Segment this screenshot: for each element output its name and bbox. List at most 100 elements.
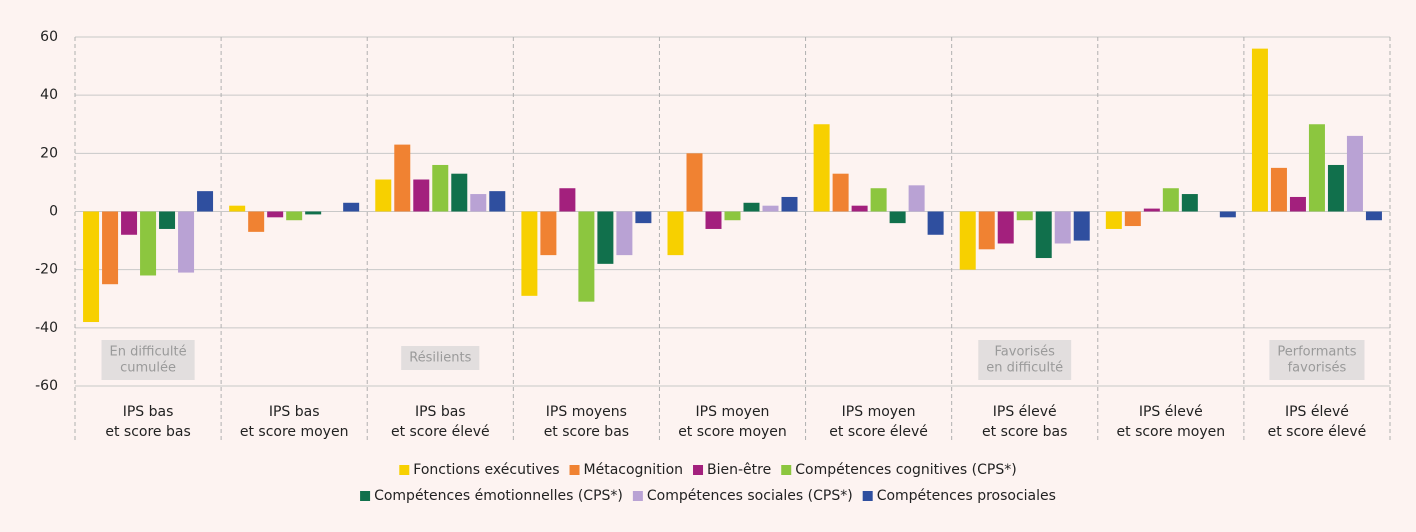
legend-label: Fonctions exécutives: [413, 462, 559, 478]
bar: [1308, 124, 1325, 212]
bar: [375, 179, 392, 212]
x-tick-label: et score élevé: [829, 424, 928, 440]
bar: [121, 211, 138, 235]
bar: [1073, 211, 1090, 241]
x-tick-label: IPS élevé: [1139, 404, 1203, 420]
legend-row: Fonctions exécutives Métacognition Bien-êt…: [399, 462, 1017, 478]
x-tick-label: IPS moyen: [842, 404, 916, 420]
bar: [1124, 211, 1141, 227]
y-tick-label: 40: [40, 87, 58, 103]
bar: [616, 211, 633, 256]
bar: [451, 173, 468, 212]
x-tick-label: et score bas: [982, 424, 1067, 440]
x-tick-label: IPS élevé: [993, 404, 1057, 420]
bar: [908, 185, 925, 212]
bar: [1289, 196, 1306, 212]
bar: [1035, 211, 1052, 259]
y-tick-label: -60: [35, 378, 58, 394]
bar: [743, 202, 760, 212]
bar: [229, 205, 246, 212]
bar: [1054, 211, 1071, 244]
bar: [83, 211, 100, 323]
x-tick-label: et score élevé: [391, 424, 490, 440]
bar: [959, 211, 976, 270]
group-label-box: [978, 340, 1072, 380]
bar: [997, 211, 1014, 244]
legend-label: Compétences cognitives (CPS*): [795, 462, 1016, 478]
legend-label: Bien-être: [707, 462, 771, 478]
y-tick-label: 20: [40, 145, 58, 161]
bar: [178, 211, 195, 273]
bar: [1346, 135, 1363, 212]
bar: [1365, 211, 1382, 221]
group-label-box: [401, 346, 480, 370]
bar: [597, 211, 614, 264]
bar: [978, 211, 995, 250]
bar: [413, 179, 430, 212]
legend-swatch: [781, 465, 792, 475]
bar: [1143, 208, 1160, 212]
bar: [1251, 48, 1268, 212]
bar: [832, 173, 849, 212]
x-tick-label: et score moyen: [240, 424, 349, 440]
y-tick-label: -40: [35, 320, 58, 336]
x-tick-label: IPS bas: [415, 404, 466, 420]
legend-swatch: [569, 465, 580, 475]
group-label-box: [101, 340, 195, 380]
x-tick-label: IPS bas: [123, 404, 174, 420]
x-tick-label: IPS bas: [269, 404, 320, 420]
bar: [540, 211, 557, 256]
bar: [521, 211, 538, 296]
x-tick-label: et score bas: [105, 424, 190, 440]
bar: [1105, 211, 1122, 229]
legend-label: Compétences émotionnelles (CPS*): [374, 488, 623, 504]
bar: [248, 211, 265, 232]
bar: [1219, 211, 1236, 218]
x-tick-label: et score bas: [544, 424, 629, 440]
group-label-box: [1269, 340, 1365, 380]
legend-label: Métacognition: [584, 462, 684, 478]
bar: [305, 211, 322, 215]
bar: [1270, 167, 1287, 212]
bar: [267, 211, 284, 218]
bar: [1162, 188, 1179, 212]
bar: [813, 124, 830, 212]
bar: [851, 205, 868, 212]
bar: [667, 211, 684, 256]
bar: [1016, 211, 1033, 221]
bar: [197, 191, 214, 212]
bar: [705, 211, 722, 229]
group-label: favorisés: [1288, 361, 1347, 376]
legend-label: Compétences prosociales: [877, 488, 1056, 504]
group-label: Résilients: [409, 351, 471, 366]
bar: [762, 205, 779, 212]
y-tick-label: 60: [40, 29, 58, 45]
bar: [489, 191, 506, 212]
legend-swatch: [693, 465, 704, 475]
bar: [889, 211, 906, 224]
bar: [578, 211, 595, 302]
bar: [1181, 194, 1198, 212]
x-tick-label: et score élevé: [1268, 424, 1367, 440]
bar: [686, 153, 703, 212]
group-label: Performants: [1277, 345, 1356, 360]
bar: [559, 188, 576, 212]
bar: [781, 196, 798, 212]
group-label: En difficulté: [109, 345, 186, 360]
bar: [159, 211, 176, 229]
x-tick-label: et score moyen: [1117, 424, 1226, 440]
bar: [343, 202, 360, 212]
x-tick-label: et score moyen: [678, 424, 787, 440]
group-label: cumulée: [120, 361, 176, 376]
legend-row: Compétences émotionnelles (CPS*) Compéten…: [360, 488, 1056, 504]
x-tick-label: IPS élevé: [1285, 404, 1349, 420]
legend-swatch: [862, 491, 873, 501]
group-label: en difficulté: [986, 361, 1063, 376]
legend-swatch: [360, 491, 371, 501]
bar: [870, 188, 887, 212]
bar: [724, 211, 741, 221]
legend-swatch: [399, 465, 410, 475]
x-tick-label: IPS moyens: [546, 404, 627, 420]
bar: [470, 194, 487, 212]
